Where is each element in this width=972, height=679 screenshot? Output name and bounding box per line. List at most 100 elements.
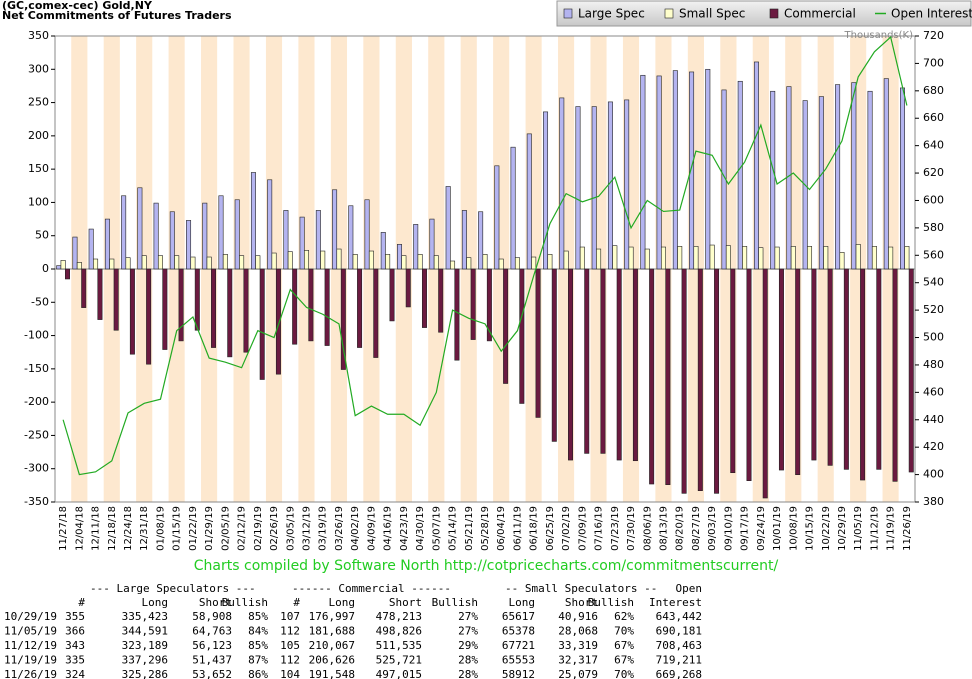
bar: [227, 268, 233, 358]
bar: [482, 254, 488, 270]
x-tick-label: 02/05/19: [220, 506, 231, 551]
y2-tick-label: 600: [923, 193, 944, 206]
x-tick-label: 07/30/19: [626, 506, 637, 551]
bar: [640, 74, 646, 270]
bar: [612, 245, 618, 270]
bar: [762, 268, 768, 499]
bar: [234, 199, 240, 270]
bar: [218, 195, 224, 270]
table-cell: 64,763: [192, 625, 232, 638]
bar: [454, 268, 460, 361]
bar: [324, 268, 330, 346]
y-tick-label: -150: [24, 362, 49, 375]
y-tick-label: 50: [35, 229, 49, 242]
bar: [811, 268, 817, 461]
bar: [364, 199, 370, 270]
table-cell: 65378: [502, 625, 535, 638]
x-tick-label: 04/30/19: [415, 506, 426, 551]
bar: [433, 255, 439, 270]
table-cell: 33,319: [558, 639, 598, 652]
y-tick-label: 350: [28, 29, 49, 42]
bar: [568, 268, 574, 461]
table-cell: 690,181: [656, 625, 702, 638]
y2-tick-label: 660: [923, 111, 944, 124]
y-tick-label: 150: [28, 162, 49, 175]
x-tick-label: 10/08/19: [788, 506, 799, 551]
bar: [401, 255, 407, 270]
bar: [389, 268, 395, 322]
bar: [162, 268, 168, 350]
table-cell: 643,442: [656, 610, 702, 623]
y-tick-label: 200: [28, 129, 49, 142]
bar: [352, 254, 358, 270]
table-cell: 105: [280, 639, 300, 652]
bar: [292, 268, 298, 345]
bar: [271, 252, 277, 270]
bar: [559, 97, 565, 270]
table-cell: 478,213: [376, 610, 422, 623]
bar: [104, 218, 110, 270]
y-tick-label: -350: [24, 495, 49, 508]
bar: [287, 251, 293, 270]
table-cell: 210,067: [309, 639, 355, 652]
table-group-header: --- Large Speculators ---: [90, 582, 256, 595]
y2-tick-label: 380: [923, 495, 944, 508]
bar: [730, 268, 736, 474]
bar: [904, 246, 910, 270]
x-tick-label: 12/11/18: [91, 506, 102, 551]
x-tick-label: 03/05/19: [285, 506, 296, 551]
table-column-header: #: [293, 596, 300, 609]
bar: [681, 268, 687, 494]
table-cell: 28,068: [558, 625, 598, 638]
bar: [624, 99, 630, 270]
bar: [665, 268, 671, 485]
table-column-header: Long: [509, 596, 536, 609]
x-tick-label: 06/25/19: [545, 506, 556, 551]
bar: [275, 268, 281, 375]
table-cell: 335,423: [122, 610, 168, 623]
bar: [616, 268, 622, 461]
data-table: --- Large Speculators --- ------ Commerci…: [4, 582, 702, 679]
x-tick-label: 09/10/19: [723, 506, 734, 551]
bar: [547, 254, 553, 270]
table-cell: 85%: [248, 639, 268, 652]
bar: [239, 255, 245, 270]
bar: [526, 133, 532, 270]
table-cell: 62%: [614, 610, 634, 623]
bar: [851, 82, 857, 270]
x-tick-label: 02/12/19: [237, 506, 248, 551]
y-tick-label: -250: [24, 428, 49, 441]
table-cell: 87%: [248, 654, 268, 667]
bar: [417, 254, 423, 270]
bar: [109, 258, 115, 270]
table-cell: 525,721: [376, 654, 422, 667]
x-tick-label: 08/13/19: [658, 506, 669, 551]
table-cell: 53,652: [192, 668, 232, 679]
chart-title: (GC,comex-cec) Gold,NY: [2, 0, 153, 12]
bar: [839, 252, 845, 270]
bar: [883, 78, 889, 270]
bar: [835, 84, 841, 270]
bar: [876, 268, 882, 470]
table-cell: 344,591: [122, 625, 168, 638]
bar: [206, 256, 212, 270]
table-group-header: -- Small Speculators --: [505, 582, 657, 595]
y-tick-label: 250: [28, 96, 49, 109]
x-tick-label: 03/19/19: [318, 506, 329, 551]
table-cell: 335: [65, 654, 85, 667]
bar: [649, 268, 655, 485]
x-tick-label: 10/22/19: [821, 506, 832, 551]
bar: [705, 68, 711, 270]
x-tick-label: 12/31/18: [139, 506, 150, 551]
x-tick-label: 02/19/19: [253, 506, 264, 551]
x-tick-label: 08/06/19: [642, 506, 653, 551]
y-tick-label: -50: [31, 295, 49, 308]
bar: [693, 246, 699, 270]
bar: [368, 250, 374, 270]
bar: [202, 202, 208, 270]
bar: [65, 268, 70, 280]
bar: [250, 172, 256, 270]
x-tick-label: 04/23/19: [399, 506, 410, 551]
y2-tick-label: 400: [923, 468, 944, 481]
line: [62, 35, 908, 476]
